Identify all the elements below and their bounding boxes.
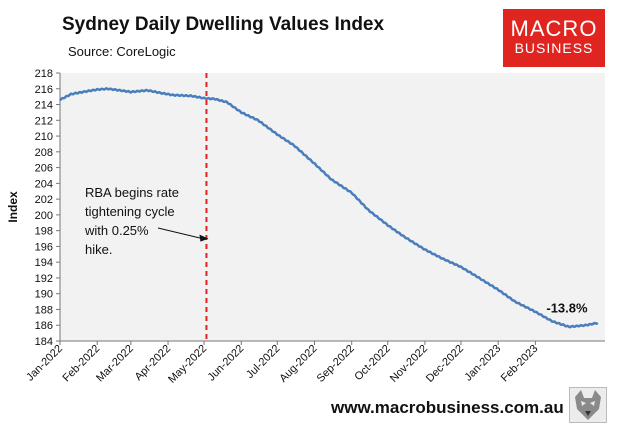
logo-line-business: BUSINESS [514, 40, 594, 56]
x-axis-ticks: Jan-2022Feb-2022Mar-2022Apr-2022May-2022… [24, 341, 540, 386]
x-tick-label: May-2022 [166, 343, 209, 386]
y-tick-label: 188 [35, 304, 53, 316]
x-tick-label: Nov-2022 [388, 343, 430, 385]
x-tick-label: Mar-2022 [94, 343, 136, 385]
wolf-icon [569, 387, 607, 423]
chart-source: Source: CoreLogic [68, 44, 176, 59]
x-tick-label: Jun-2022 [205, 343, 246, 384]
rba-annotation: RBA begins rate tightening cycle with 0.25… [84, 185, 179, 257]
annotation-line: with 0.25% [84, 223, 149, 238]
y-tick-label: 210 [35, 131, 53, 143]
y-axis-ticks: 184 186 188 190 192 194 196 198 200 202 204 206 208 2… [35, 68, 60, 348]
decline-label: -13.8% [546, 300, 588, 315]
y-tick-label: 214 [35, 100, 53, 112]
plot-area [60, 73, 605, 341]
y-tick-label: 208 [35, 147, 53, 159]
x-tick-label: Jan-2023 [462, 343, 503, 384]
x-tick-label: Aug-2022 [277, 343, 319, 385]
annotation-line: RBA begins rate [85, 185, 179, 200]
macrobusiness-logo: MACRO BUSINESS [503, 9, 605, 67]
y-tick-label: 218 [35, 68, 53, 80]
x-tick-label: Sep-2022 [315, 343, 357, 385]
annotation-line: tightening cycle [85, 204, 175, 219]
y-tick-label: 216 [35, 84, 53, 96]
x-tick-label: Jul-2022 [244, 343, 282, 381]
annotation-arrowhead [199, 234, 209, 242]
y-tick-label: 194 [35, 257, 53, 269]
y-axis-label: Index [6, 191, 20, 223]
y-tick-label: 200 [35, 210, 53, 222]
y-tick-label: 184 [35, 336, 53, 348]
footer-url: www.macrobusiness.com.au [331, 398, 564, 417]
y-tick-label: 190 [35, 289, 53, 301]
y-tick-label: 206 [35, 163, 53, 175]
annotation-arrow [157, 227, 201, 239]
y-tick-label: 196 [35, 241, 53, 253]
x-tick-label: Oct-2022 [352, 343, 392, 383]
y-tick-label: 198 [35, 226, 53, 238]
chart-title: Sydney Daily Dwelling Values Index [62, 14, 385, 35]
annotation-line: hike. [85, 242, 112, 257]
y-tick-label: 212 [35, 115, 53, 127]
x-tick-label: Feb-2023 [499, 343, 541, 385]
x-tick-label: Dec-2022 [424, 343, 466, 385]
series-line [59, 87, 599, 329]
y-tick-label: 192 [35, 273, 53, 285]
x-tick-label: Jan-2022 [24, 343, 65, 384]
y-tick-label: 186 [35, 320, 53, 332]
y-tick-label: 204 [35, 178, 53, 190]
y-tick-label: 202 [35, 194, 53, 206]
logo-line-macro: MACRO [510, 16, 598, 41]
